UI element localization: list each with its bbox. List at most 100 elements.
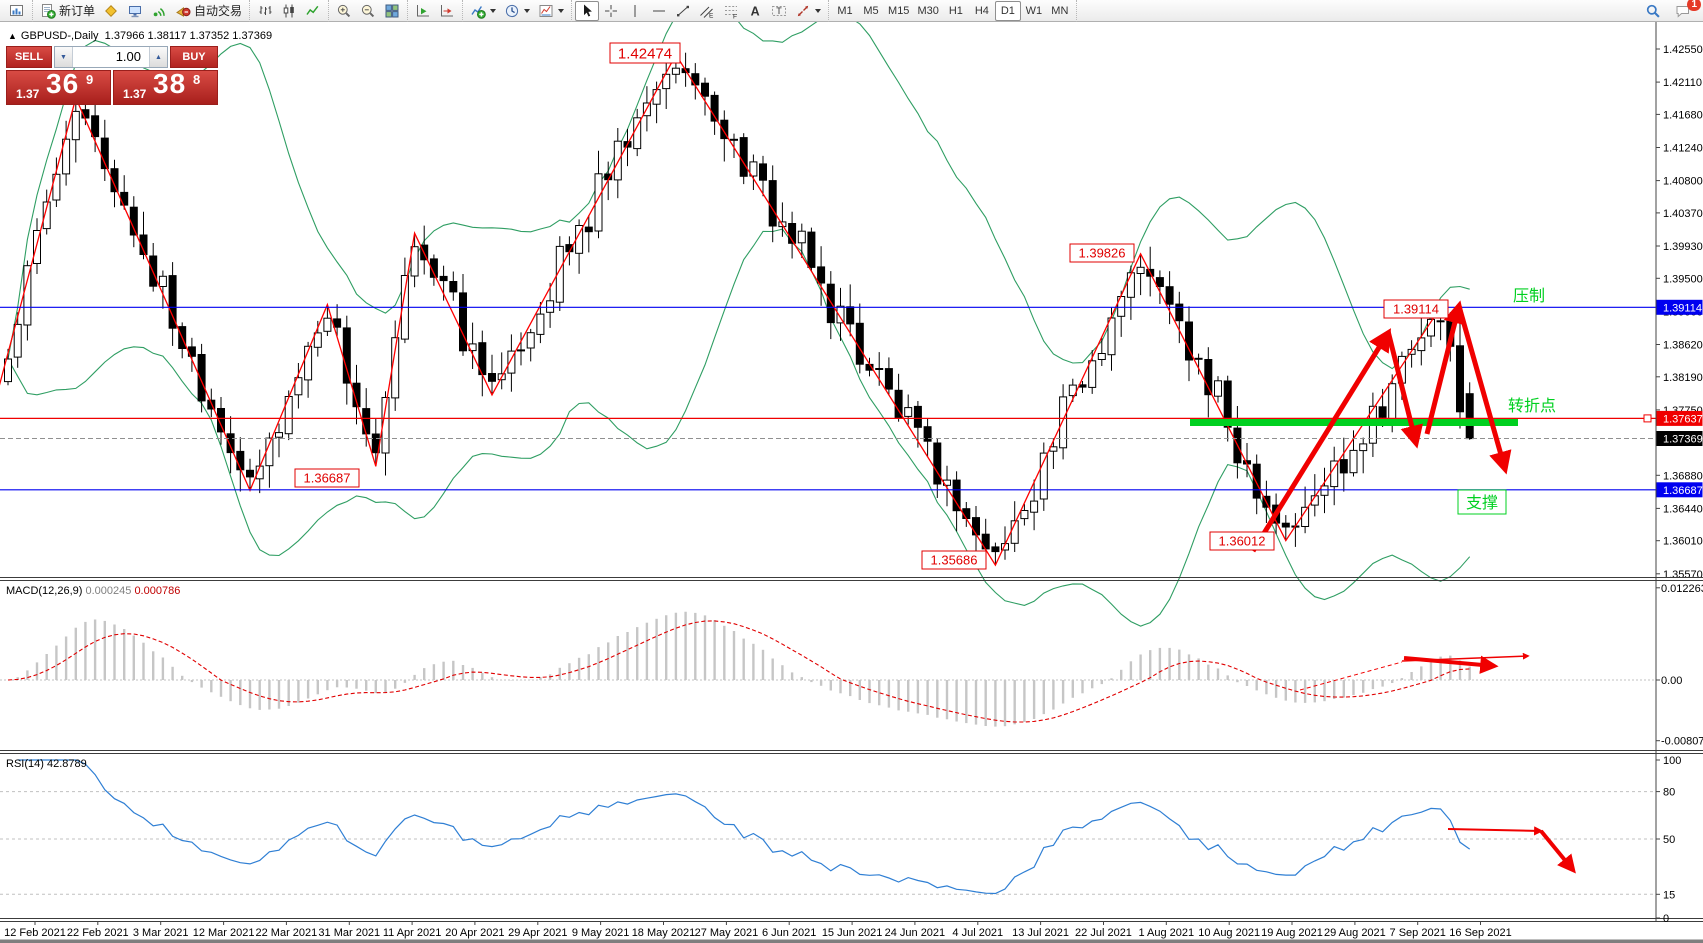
svg-text:1.36880: 1.36880 xyxy=(1663,470,1703,482)
trendline-button[interactable] xyxy=(671,1,695,21)
svg-text:0: 0 xyxy=(1663,913,1669,925)
timeframe-d1-button[interactable]: D1 xyxy=(994,0,1021,21)
horizontal-line-button[interactable] xyxy=(647,1,671,21)
tile-windows-icon xyxy=(384,3,400,19)
svg-text:12 Mar 2021: 12 Mar 2021 xyxy=(193,927,255,939)
crosshair-button[interactable] xyxy=(599,1,623,21)
terminal-button[interactable] xyxy=(123,1,147,21)
trendline-icon xyxy=(675,3,691,19)
ask-price-panel[interactable]: 1.37 38 8 xyxy=(113,68,218,105)
indicators-icon xyxy=(470,3,486,19)
price-label-1.36012[interactable]: 1.36012 xyxy=(1209,531,1275,551)
window-bottom-border xyxy=(0,939,1703,943)
rsi-label: RSI(14) 42.8789 xyxy=(6,758,87,770)
text-icon: A xyxy=(747,3,763,19)
volume-increase-button[interactable]: ▲ xyxy=(149,47,167,67)
templates-button[interactable] xyxy=(534,1,568,21)
search-icon xyxy=(1645,3,1661,19)
toolbar: 新订单 自动交易 E F A T M1 M5 M15 M30 H1 H4 D1 W1 MN 1 xyxy=(0,0,1703,22)
terminal-icon xyxy=(127,3,143,19)
auto-scroll-button[interactable] xyxy=(411,1,435,21)
macd-pane[interactable]: MACD(12,26,9) 0.000245 0.000786 0.012263 0… xyxy=(0,583,1703,748)
chart-shift-button[interactable] xyxy=(435,1,459,21)
svg-text:50: 50 xyxy=(1663,834,1675,846)
periods-button[interactable] xyxy=(500,1,534,21)
price-label-1.39826[interactable]: 1.39826 xyxy=(1069,243,1135,263)
timeframe-w1-button[interactable]: W1 xyxy=(1025,4,1043,17)
sell-button[interactable]: SELL xyxy=(6,46,52,68)
price-label-1.39114[interactable]: 1.39114 xyxy=(1383,299,1449,319)
annotation-box-support[interactable] xyxy=(1457,489,1507,515)
signal-icon xyxy=(151,3,167,19)
bar-chart-icon xyxy=(257,3,273,19)
fibonacci-button[interactable]: F xyxy=(719,1,743,21)
timeframe-mn-button[interactable]: MN xyxy=(1051,4,1069,17)
timeframe-h1-button[interactable]: H1 xyxy=(948,4,963,17)
trend-arrows[interactable] xyxy=(1250,300,1512,553)
svg-text:15: 15 xyxy=(1663,889,1675,901)
price-label-1.42474[interactable]: 1.42474 xyxy=(609,42,681,64)
chevron-down-icon xyxy=(490,8,497,13)
svg-text:1.37369: 1.37369 xyxy=(1663,434,1703,446)
annotation-turning-point[interactable]: 转折点 xyxy=(1508,397,1556,415)
search-button[interactable] xyxy=(1641,1,1665,21)
zoom-in-button[interactable] xyxy=(332,1,356,21)
price-chart[interactable]: 1.42474 1.39826 1.39114 1.36687 1.35686 1.360… xyxy=(0,22,1703,943)
timeframe-m5-button[interactable]: M5 xyxy=(863,4,879,17)
chart-window[interactable]: 1.42474 1.39826 1.39114 1.36687 1.35686 1.360… xyxy=(0,22,1703,943)
metaquotes-button[interactable] xyxy=(99,1,123,21)
price-label-1.35686[interactable]: 1.35686 xyxy=(921,550,987,570)
tile-windows-button[interactable] xyxy=(380,1,404,21)
zigzag-line[interactable] xyxy=(0,53,1442,572)
line-handle[interactable] xyxy=(1643,414,1652,423)
cursor-icon xyxy=(579,3,595,19)
svg-text:E: E xyxy=(709,12,714,19)
buy-button[interactable]: BUY xyxy=(170,46,218,68)
vertical-line-icon xyxy=(627,3,643,19)
zoom-out-button[interactable] xyxy=(356,1,380,21)
timeframe-h4-button[interactable]: H4 xyxy=(974,4,989,17)
svg-text:1.38190: 1.38190 xyxy=(1663,372,1703,384)
time-axis[interactable]: 12 Feb 2021 22 Feb 2021 3 Mar 2021 12 Mar 2… xyxy=(4,921,1512,939)
text-label-button[interactable]: T xyxy=(767,1,791,21)
ask-price-big: 38 xyxy=(153,68,187,99)
candlestick-icon xyxy=(281,3,297,19)
svg-text:15 Jun 2021: 15 Jun 2021 xyxy=(822,927,883,939)
annotation-resistance[interactable]: 压制 xyxy=(1513,287,1545,305)
arrows-icon xyxy=(795,3,811,19)
rsi-pane[interactable]: RSI(14) 42.8789 100 80 50 15 0 xyxy=(0,755,1681,925)
signal-button[interactable] xyxy=(147,1,171,21)
collapse-icon[interactable]: ▲ xyxy=(8,31,17,41)
volume-decrease-button[interactable]: ▼ xyxy=(55,47,73,67)
bar-chart-button[interactable] xyxy=(253,1,277,21)
svg-text:1.36440: 1.36440 xyxy=(1663,503,1703,515)
svg-text:31 Mar 2021: 31 Mar 2021 xyxy=(318,927,380,939)
new-order-button[interactable]: 新订单 xyxy=(36,1,99,21)
text-button[interactable]: A xyxy=(743,1,767,21)
bid-price-panel[interactable]: 1.37 36 9 xyxy=(6,68,111,105)
svg-text:29 Aug 2021: 29 Aug 2021 xyxy=(1324,927,1386,939)
timeframe-m30-button[interactable]: M30 xyxy=(917,4,939,17)
chat-button[interactable]: 1 xyxy=(1671,0,1701,21)
svg-text:1.39826: 1.39826 xyxy=(1079,246,1126,261)
timeframe-m15-button[interactable]: M15 xyxy=(888,4,910,17)
annotation-support[interactable]: 支撑 xyxy=(1466,494,1498,512)
cursor-button[interactable] xyxy=(575,0,600,21)
autotrading-button[interactable]: 自动交易 xyxy=(171,1,246,21)
text-label-icon: T xyxy=(771,3,787,19)
candlestick-button[interactable] xyxy=(277,1,301,21)
timeframe-m1-button[interactable]: M1 xyxy=(837,4,853,17)
arrows-button[interactable] xyxy=(791,1,825,21)
price-label-1.36687[interactable]: 1.36687 xyxy=(294,468,360,488)
chevron-down-icon xyxy=(815,8,822,13)
vertical-line-button[interactable] xyxy=(623,1,647,21)
volume-input[interactable]: 1.00 xyxy=(115,49,141,64)
crosshair-icon xyxy=(603,3,619,19)
channel-button[interactable]: E xyxy=(695,1,719,21)
turning-point-level-bar[interactable] xyxy=(1190,419,1518,426)
line-chart-button[interactable] xyxy=(301,1,325,21)
svg-text:19 Aug 2021: 19 Aug 2021 xyxy=(1261,927,1323,939)
new-chart-button[interactable] xyxy=(5,1,29,21)
indicators-button[interactable] xyxy=(466,1,500,21)
